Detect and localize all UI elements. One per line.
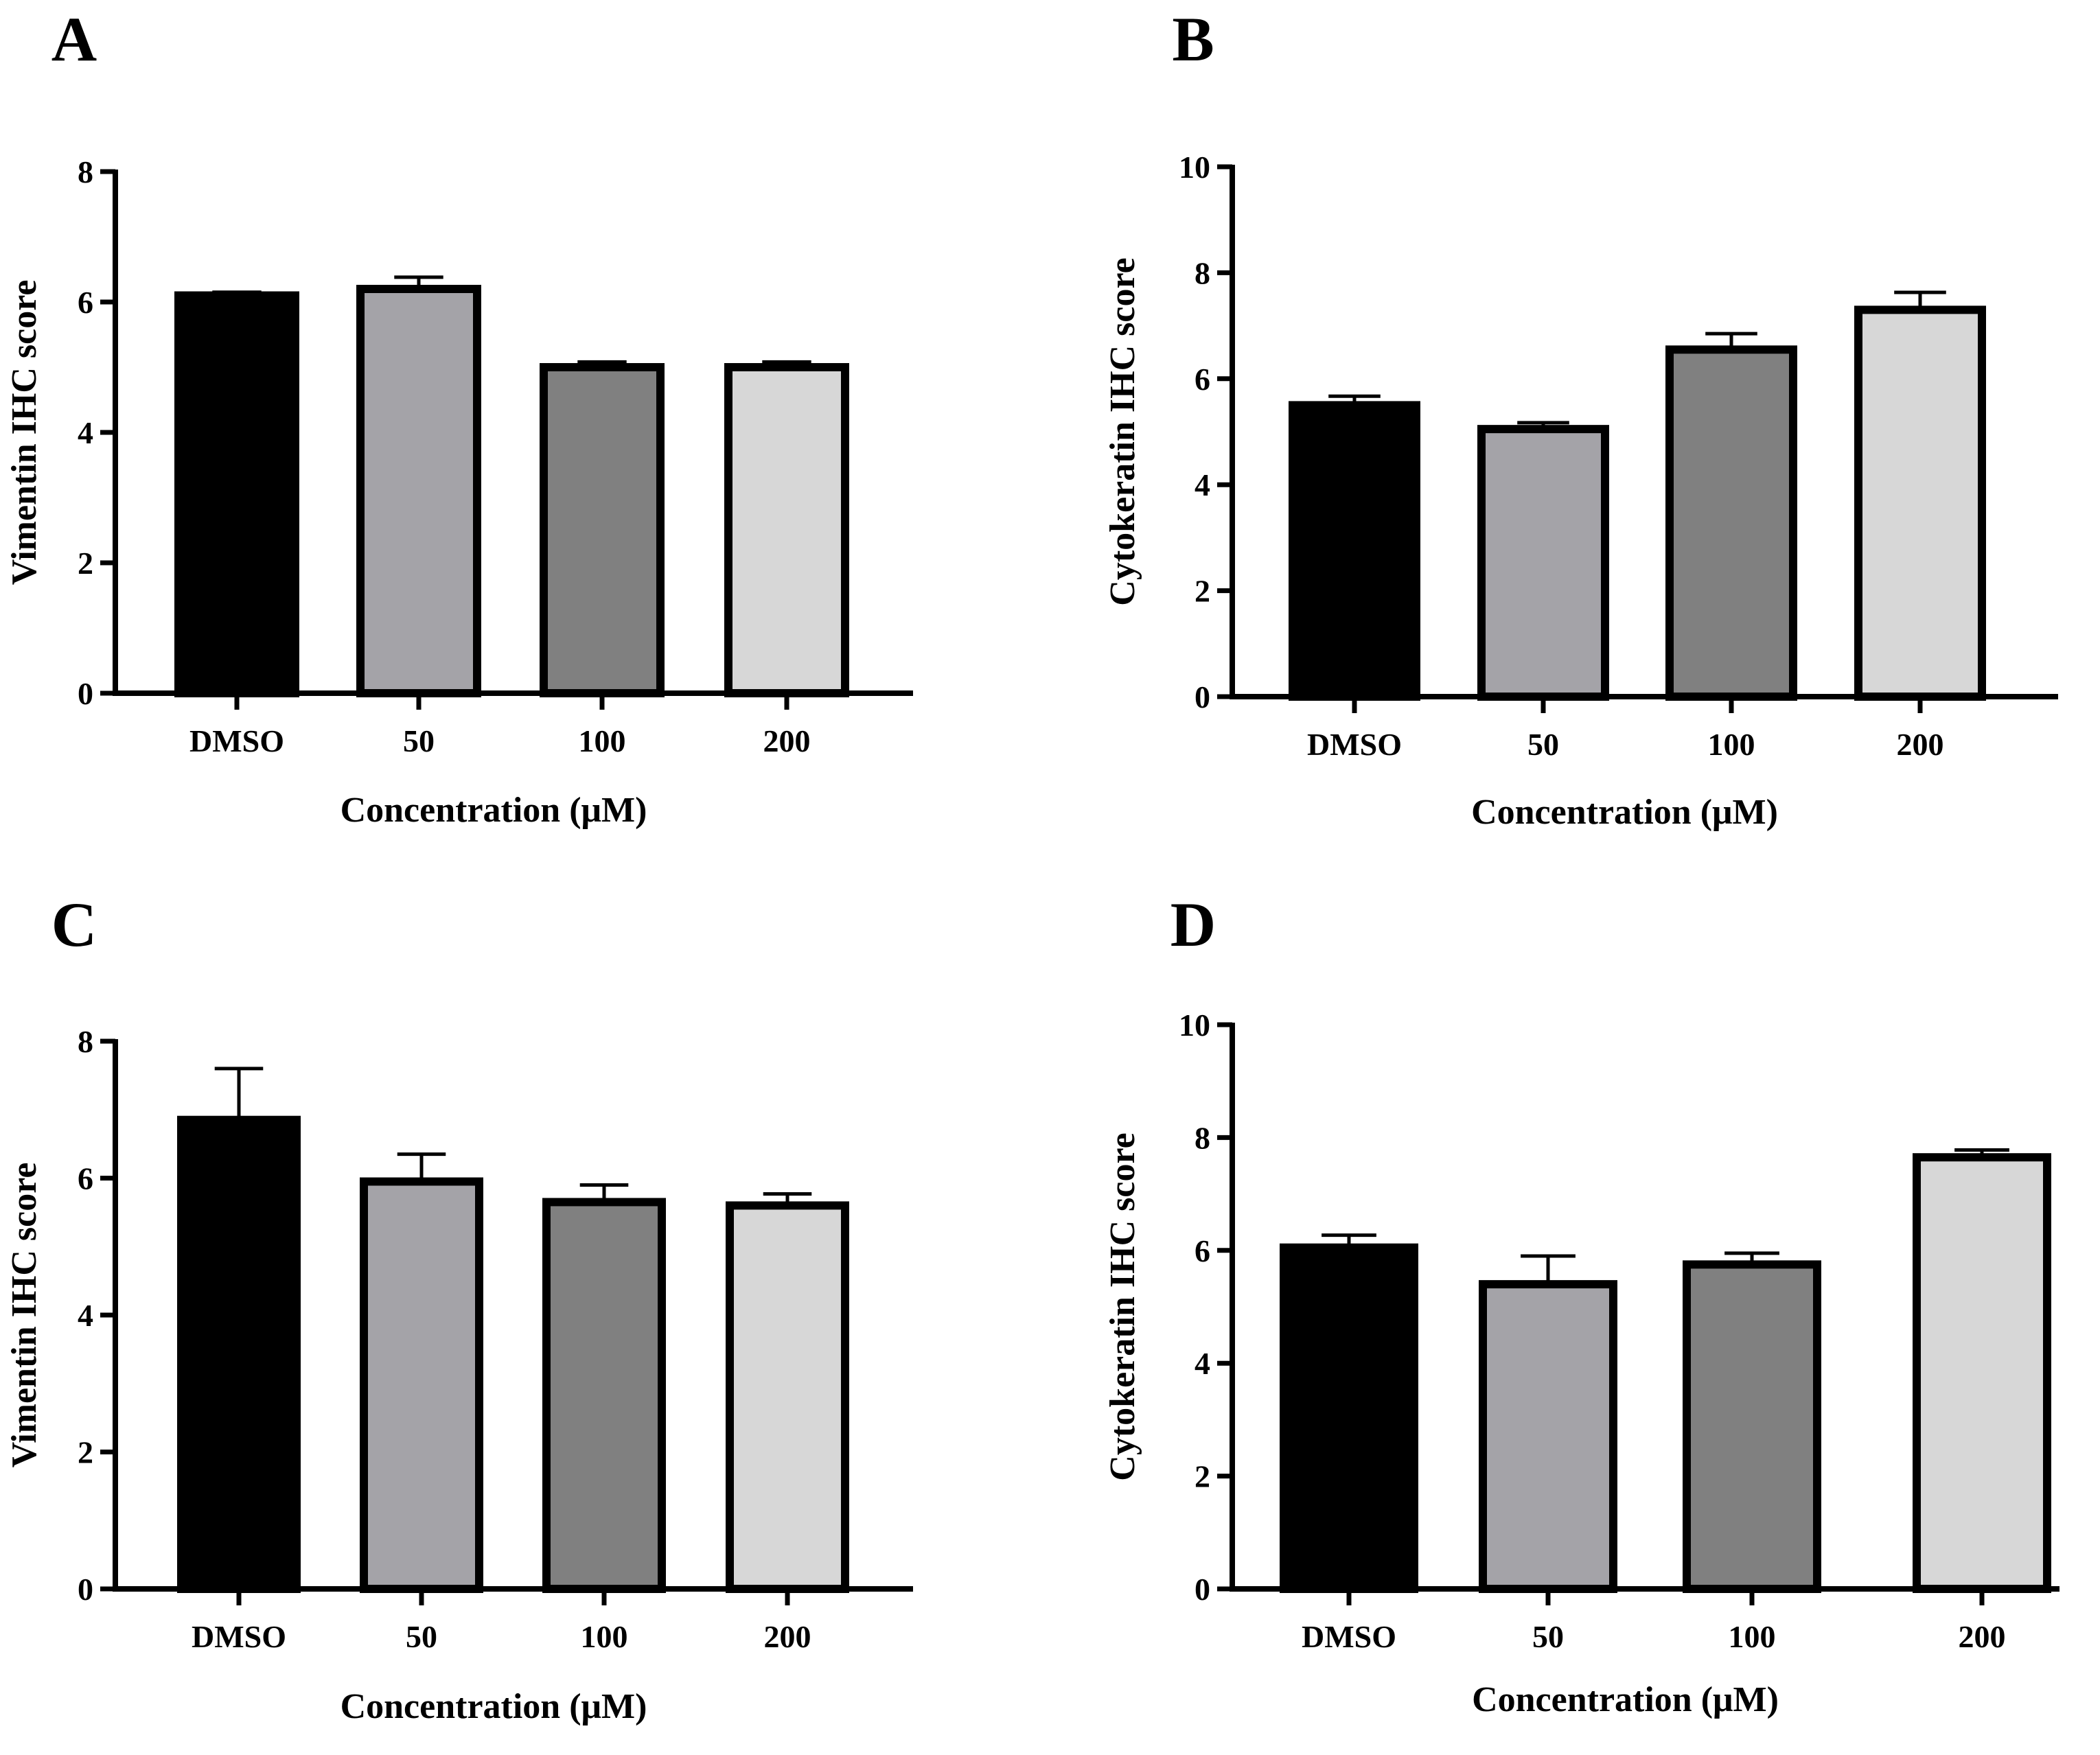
- bar-dmso: [177, 1115, 301, 1593]
- bar-dmso: [1289, 401, 1420, 701]
- bar-200: [1854, 305, 1986, 701]
- y-tick-label: 8: [78, 154, 93, 189]
- x-tick-label: 100: [1708, 727, 1755, 762]
- bar-100: [542, 1198, 666, 1593]
- y-axis-title: Cytokeratin IHC score: [1103, 257, 1142, 605]
- bar-dmso: [1280, 1243, 1418, 1593]
- y-tick-label: 2: [1195, 1459, 1210, 1494]
- x-tick-label: DMSO: [1307, 727, 1402, 762]
- x-tick-label: 200: [763, 723, 811, 758]
- y-tick-label: 4: [1195, 467, 1210, 502]
- bar-50: [360, 1177, 483, 1594]
- x-axis-title: Concentration (μM): [1472, 1680, 1779, 1719]
- x-tick-label: DMSO: [189, 723, 284, 758]
- bar-200: [724, 363, 849, 697]
- x-tick-label: 100: [1729, 1619, 1776, 1654]
- x-tick-label: 50: [403, 723, 435, 758]
- x-tick-label: 50: [1527, 727, 1559, 762]
- y-tick-label: 0: [1195, 679, 1210, 714]
- y-tick-label: 8: [78, 1024, 93, 1059]
- y-tick-label: 4: [78, 1298, 93, 1333]
- panel-d: D 0 2 4 6 8 10 DMSO 50 100 200 Concentration (μM) Cy…: [1103, 890, 2059, 1719]
- y-tick-label: 6: [78, 285, 93, 320]
- y-tick-label: 8: [1195, 255, 1210, 290]
- bar-200: [1913, 1153, 2051, 1594]
- y-tick-label: 6: [1195, 1233, 1210, 1268]
- y-tick-label: 8: [1195, 1120, 1210, 1155]
- x-axis-title: Concentration (μM): [1471, 793, 1778, 832]
- y-tick-label: 2: [1195, 574, 1210, 609]
- x-tick-label: 50: [406, 1619, 437, 1654]
- y-tick-label: 0: [78, 1572, 93, 1607]
- y-tick-label: 6: [78, 1161, 93, 1196]
- panel-b: B 0 2 4 6 8 10 DMSO 50 100 200 Concentration (μM) Cy…: [1103, 4, 2058, 832]
- panel-letter: A: [51, 4, 97, 74]
- bar-50: [1477, 425, 1609, 701]
- y-axis-title: Vimentin IHC score: [5, 1163, 44, 1468]
- x-tick-label: 100: [581, 1619, 628, 1654]
- x-tick-label: 200: [1959, 1619, 2006, 1654]
- y-tick-label: 0: [1195, 1572, 1210, 1607]
- x-axis-title: Concentration (μM): [341, 791, 647, 830]
- panel-letter: C: [51, 890, 97, 960]
- bar-50: [1479, 1280, 1617, 1593]
- bar-dmso: [174, 291, 299, 697]
- x-tick-label: 100: [579, 723, 626, 758]
- y-tick-label: 10: [1179, 150, 1210, 185]
- bar-100: [1665, 345, 1797, 701]
- y-tick-label: 2: [78, 1435, 93, 1470]
- x-tick-label: DMSO: [1302, 1619, 1396, 1654]
- x-tick-label: 200: [764, 1619, 811, 1654]
- y-tick-label: 10: [1179, 1008, 1210, 1043]
- panel-c: C 0 2 4 6 8 DMSO 50 100 200 Concentration (μM) Vime…: [5, 890, 913, 1726]
- y-tick-label: 4: [78, 415, 93, 450]
- y-axis-title: Cytokeratin IHC score: [1103, 1132, 1142, 1480]
- bar-200: [726, 1201, 849, 1593]
- panel-a: A 0 2 4 6 8 DMSO 50 100 200 Concentration (μM) Vime…: [5, 4, 913, 830]
- y-tick-label: 6: [1195, 362, 1210, 397]
- bar-50: [356, 285, 481, 697]
- y-tick-label: 0: [78, 676, 93, 711]
- y-axis-title: Vimentin IHC score: [5, 280, 44, 585]
- bar-100: [540, 363, 665, 697]
- y-tick-label: 4: [1195, 1346, 1210, 1381]
- x-tick-label: DMSO: [192, 1619, 286, 1654]
- y-tick-label: 2: [78, 546, 93, 581]
- panel-letter: B: [1172, 4, 1214, 74]
- bar-100: [1683, 1260, 1821, 1593]
- panel-letter: D: [1170, 890, 1216, 960]
- x-axis-title: Concentration (μM): [341, 1687, 647, 1726]
- x-tick-label: 50: [1532, 1619, 1564, 1654]
- x-tick-label: 200: [1897, 727, 1944, 762]
